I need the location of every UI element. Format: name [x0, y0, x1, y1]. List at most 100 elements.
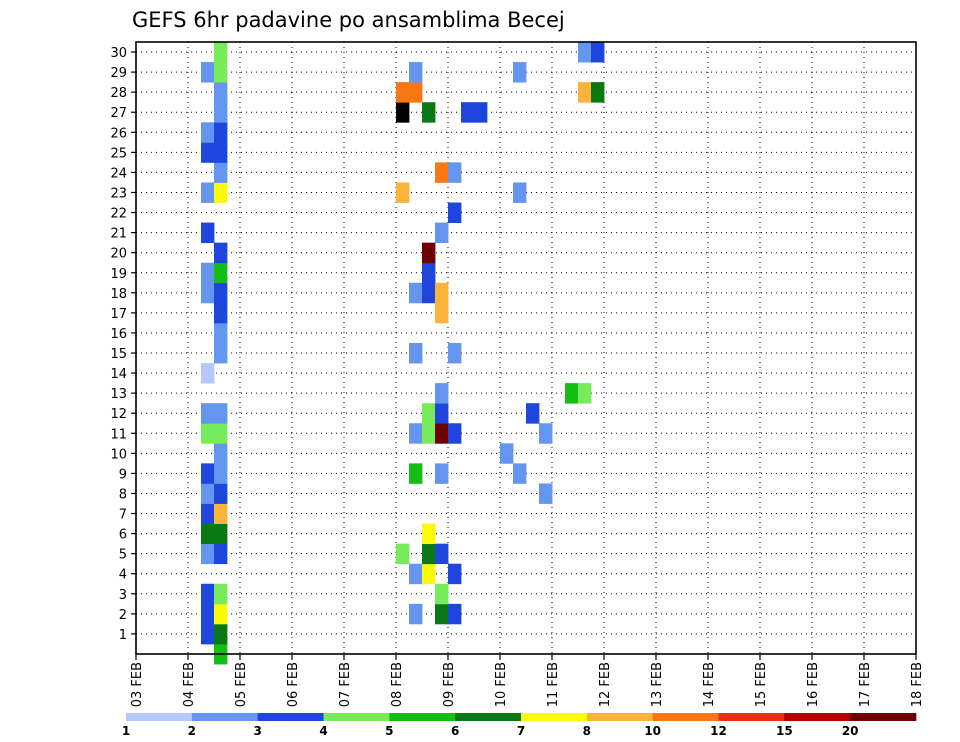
colorbar-label: 5: [385, 724, 393, 738]
heatmap-cell: [578, 42, 592, 63]
heatmap-cell: [201, 262, 215, 284]
heatmap-cell: [201, 122, 215, 143]
y-tick-label: 1: [119, 628, 127, 643]
heatmap-cell: [201, 483, 215, 504]
heatmap-cell: [539, 423, 553, 444]
heatmap-cell: [435, 282, 449, 304]
colorbar-label: 15: [776, 724, 793, 738]
x-tick-label: 17 FEB: [858, 662, 873, 707]
x-tick-label: 13 FEB: [650, 662, 665, 707]
heatmap-cell: [422, 423, 436, 444]
heatmap-cell: [448, 603, 462, 625]
heatmap-cell: [435, 162, 449, 183]
heatmap-cell: [396, 543, 410, 565]
grid-lines: [136, 42, 916, 654]
heatmap-cell: [214, 242, 228, 264]
colorbar-segment: [191, 713, 258, 721]
heatmap-cell: [435, 302, 449, 324]
heatmap-cell: [448, 202, 462, 223]
heatmap-cell: [214, 322, 228, 344]
heatmap-cell: [422, 282, 436, 304]
x-tick-label: 05 FEB: [234, 662, 249, 707]
colorbar-segment: [257, 713, 324, 721]
heatmap-cell: [214, 182, 228, 203]
heatmap-cell: [214, 162, 228, 183]
colorbar-segment: [850, 713, 917, 721]
heatmap-cell: [214, 262, 228, 284]
heatmap-cell: [214, 423, 228, 444]
y-tick-label: 2: [119, 608, 127, 623]
heatmap-cell: [409, 282, 423, 304]
colorbar-label: 4: [319, 724, 327, 738]
colorbar: 1 2 3 4 5 6 7 8 10 12 15 20: [122, 713, 917, 738]
heatmap-cell: [435, 603, 449, 625]
heatmap-cell: [214, 82, 228, 103]
colorbar-segment: [126, 713, 193, 721]
heatmap-cell: [201, 583, 215, 605]
heatmap-cell: [422, 563, 436, 585]
heatmap-cell: [396, 102, 410, 123]
colorbar-label: 1: [122, 724, 130, 738]
heatmap-cell: [448, 423, 462, 444]
y-tick-label: 6: [119, 528, 127, 543]
heatmap-cell: [214, 583, 228, 605]
heatmap-cell: [435, 423, 449, 444]
x-tick-label: 14 FEB: [702, 662, 717, 707]
y-tick-label: 17: [110, 307, 127, 322]
heatmap-cell: [201, 423, 215, 444]
heatmap-cell: [513, 182, 527, 203]
x-tick-label: 03 FEB: [130, 662, 145, 707]
colorbar-label: 12: [710, 724, 727, 738]
heatmap-cell: [500, 443, 514, 464]
colorbar-label: 6: [451, 724, 459, 738]
heatmap-cell: [578, 383, 592, 404]
heatmap-cell: [461, 102, 475, 123]
colorbar-label: 10: [644, 724, 661, 738]
y-tick-label: 7: [119, 508, 127, 523]
heatmap-cells: [201, 42, 605, 665]
y-tick-label: 19: [110, 267, 127, 282]
heatmap-cell: [201, 523, 215, 545]
heatmap-cell: [409, 342, 423, 364]
y-tick-label: 22: [110, 207, 127, 222]
heatmap-cell: [201, 282, 215, 304]
heatmap-cell: [201, 543, 215, 565]
x-tick-label: 10 FEB: [494, 662, 509, 707]
x-tick-label: 08 FEB: [390, 662, 405, 707]
heatmap-cell: [214, 122, 228, 143]
heatmap-cell: [201, 403, 215, 424]
x-tick-label: 07 FEB: [338, 662, 353, 707]
heatmap-cell: [578, 82, 592, 103]
heatmap-cell: [591, 42, 605, 63]
x-tick-label: 11 FEB: [546, 662, 561, 707]
heatmap-cell: [201, 182, 215, 203]
y-axis: 1234567891011121314151617181920212223242…: [110, 46, 136, 643]
heatmap-cell: [396, 82, 410, 103]
heatmap-cell: [422, 543, 436, 565]
heatmap-cell: [201, 142, 215, 163]
colorbar-label: 2: [188, 724, 196, 738]
heatmap-cell: [435, 222, 449, 244]
heatmap-cell: [526, 403, 540, 424]
y-tick-label: 4: [119, 568, 127, 583]
y-tick-label: 20: [110, 247, 127, 262]
y-tick-label: 13: [110, 387, 127, 402]
colorbar-segment: [586, 713, 653, 721]
heatmap-cell: [409, 82, 423, 103]
heatmap-cell: [214, 623, 228, 645]
heatmap-cell: [214, 282, 228, 304]
colorbar-segment: [784, 713, 851, 721]
x-tick-label: 06 FEB: [286, 662, 301, 707]
colorbar-label: 8: [583, 724, 591, 738]
heatmap-cell: [409, 463, 423, 484]
heatmap-cell: [435, 403, 449, 424]
heatmap-cell: [422, 242, 436, 264]
colorbar-segment: [323, 713, 390, 721]
x-axis: 03 FEB 04 FEB 05 FEB 06 FEB 07 FEB 08 FEB 09 F…: [130, 654, 925, 707]
heatmap-cell: [422, 102, 436, 123]
colorbar-segment: [455, 713, 522, 721]
heatmap-cell: [201, 463, 215, 484]
heatmap-cell: [513, 62, 527, 83]
y-tick-label: 28: [110, 86, 127, 101]
